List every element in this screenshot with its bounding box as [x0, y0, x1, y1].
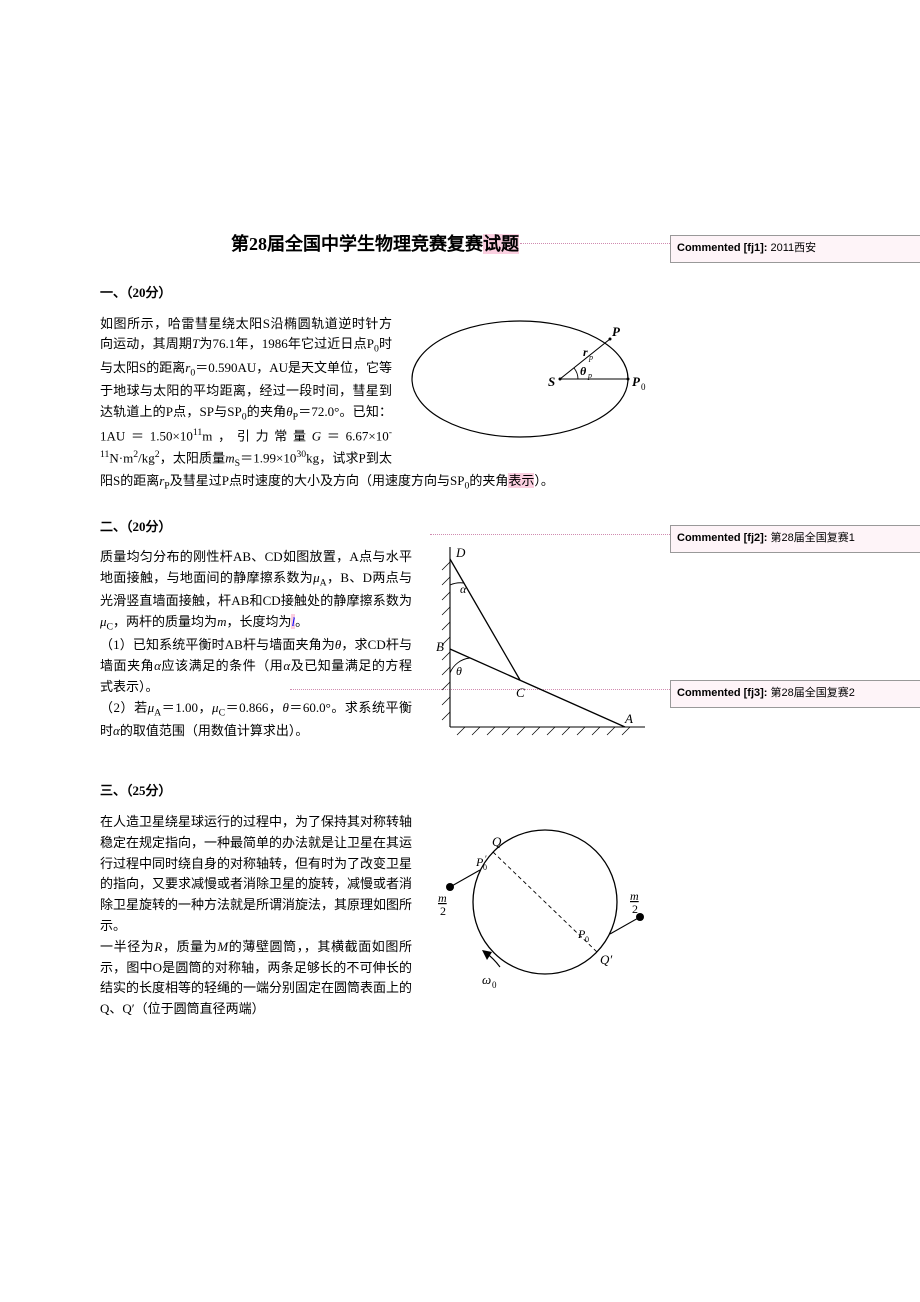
s1-ms: m [225, 450, 234, 465]
section-2-body: D B C A α θ 质量均匀分布的刚性杆AB、CD如图放置，A点与水平地面接… [100, 547, 650, 759]
s1-t16: ）。 [534, 473, 554, 488]
svg-text:P: P [632, 374, 641, 389]
s2-q1c: 应该满足的条件（用 [161, 658, 283, 673]
svg-text:Q: Q [492, 834, 502, 849]
svg-text:θ: θ [580, 364, 587, 378]
s2-q2b: ＝1.00， [161, 700, 212, 715]
s2-alpha: α [154, 658, 161, 673]
svg-text:p: p [588, 353, 593, 362]
svg-text:0: 0 [492, 980, 497, 990]
s1-t15: 的夹角 [469, 473, 508, 488]
s1-t14: 及彗星过P点时速度的大小及方向（用速度方向与SP [170, 473, 465, 488]
comment-1-label: Commented [fj1]: [677, 242, 767, 254]
s1-t10: /kg [138, 450, 155, 465]
figure-2: D B C A α θ [420, 547, 650, 759]
section-1-body: S P P 0 r p θ p 如图所示，哈雷彗星绕太阳S沿椭圆轨道逆时针方向运… [100, 314, 650, 495]
figure-3: Q Q′ P 0 ′ P 0 m 2 m 2 ω 0 [420, 812, 650, 1004]
s1-t7: m，引力常量 [202, 428, 312, 443]
svg-text:p: p [587, 371, 592, 380]
svg-text:S: S [548, 374, 555, 389]
svg-text:2: 2 [632, 902, 638, 916]
s1-t8: ＝6.67×10 [321, 428, 389, 443]
svg-text:D: D [455, 547, 466, 560]
svg-text:0: 0 [641, 382, 646, 392]
svg-text:C: C [516, 685, 525, 700]
s3-p1: 在人造卫星绕星球运行的过程中，为了保持其对称转轴稳定在规定指向，一种最简单的办法… [100, 814, 412, 933]
svg-text:θ: θ [456, 664, 462, 678]
s3-p2b: ，质量为 [162, 939, 217, 954]
section-1-head: 一、（20分） [100, 283, 650, 304]
s2-alpha3: α [113, 723, 120, 738]
svg-text:m: m [438, 891, 447, 905]
s1-highlight: 表示 [508, 473, 534, 488]
content-area: 第28届全国中学生物理竞赛复赛试题 一、（20分） S P P 0 r [100, 230, 650, 1020]
section-2-head: 二、（20分） [100, 517, 650, 538]
comment-1: Commented [fj1]: 2011西安 [670, 235, 920, 263]
svg-text:r: r [583, 345, 588, 359]
svg-text:ω: ω [482, 972, 491, 987]
comment-3-label: Commented [fj3]: [677, 687, 767, 699]
svg-text:Q′: Q′ [600, 952, 612, 967]
comment-2-text: 第28届全国复赛1 [767, 532, 854, 544]
s2-q2a: （2）若 [100, 700, 148, 715]
s2-t4: ，长度均为 [226, 614, 291, 629]
svg-text:′: ′ [485, 854, 487, 864]
s1-t12: ＝1.99×10 [240, 450, 296, 465]
page: Commented [fj1]: 2011西安 Commented [fj2]:… [0, 0, 920, 1302]
title-highlight: 试题 [483, 234, 519, 254]
s1-t2: 为76.1年，1986年它过近日点P [199, 336, 374, 351]
comment-3-text: 第28届全国复赛2 [767, 687, 854, 699]
s1-sup11: 11 [193, 427, 202, 438]
figure-1: S P P 0 r p θ p [400, 314, 650, 456]
svg-text:2: 2 [440, 904, 446, 918]
comment-2: Commented [fj2]: 第28届全国复赛1 [670, 525, 920, 553]
s1-t5: 的夹角 [247, 404, 287, 419]
section-3-head: 三、（25分） [100, 781, 650, 802]
comment-3: Commented [fj3]: 第28届全国复赛2 [670, 680, 920, 708]
svg-text:P: P [612, 324, 621, 339]
svg-text:α: α [460, 582, 467, 596]
svg-text:m: m [630, 889, 639, 903]
svg-text:0: 0 [483, 863, 487, 872]
title-plain: 第28届全国中学生物理竞赛复赛 [231, 234, 483, 254]
s1-t11: ，太阳质量 [160, 450, 226, 465]
s1-sup30: 30 [296, 449, 306, 460]
s2-t3: ，两杆的质量均为 [113, 614, 217, 629]
s2-q2e: 的取值范围（用数值计算求出）。 [120, 723, 309, 738]
s1-G: G [312, 428, 321, 443]
section-3-body: Q Q′ P 0 ′ P 0 m 2 m 2 ω 0 [100, 812, 650, 1020]
comment-1-text: 2011西安 [767, 242, 816, 254]
s2-t5: 。 [295, 614, 308, 629]
s2-q1a: （1）已知系统平衡时AB杆与墙面夹角为 [100, 637, 335, 652]
comment-2-label: Commented [fj2]: [677, 532, 767, 544]
s3-M: M [217, 939, 228, 954]
svg-text:A: A [624, 711, 633, 726]
s2-subA: A [320, 578, 327, 589]
page-title: 第28届全国中学生物理竞赛复赛试题 [100, 230, 650, 259]
svg-text:B: B [436, 639, 444, 654]
s3-p2a: 一半径为 [100, 939, 154, 954]
s2-q2c: ＝0.866， [225, 700, 282, 715]
s1-t9: N·m [109, 450, 133, 465]
svg-text:0: 0 [585, 935, 589, 944]
